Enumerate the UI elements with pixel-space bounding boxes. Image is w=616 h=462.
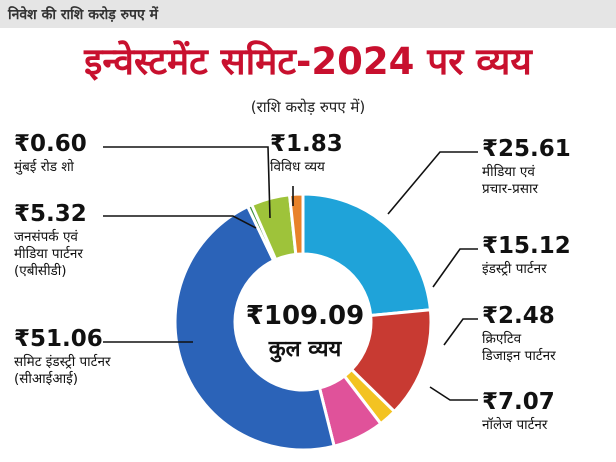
label-cii: ₹51.06 समिट इंडस्ट्री पार्टनर (सीआईआई) xyxy=(14,325,110,388)
label-misc: ₹1.83 विविध व्यय xyxy=(270,130,343,176)
label-cii-desc-2: (सीआईआई) xyxy=(14,371,79,387)
label-media-desc-1: मीडिया एवं xyxy=(482,164,535,180)
label-misc-value: ₹1.83 xyxy=(270,131,343,157)
label-pr-media-desc-3: (एबीसीडी) xyxy=(14,263,67,279)
label-media-desc-2: प्रचार-प्रसार xyxy=(482,181,538,197)
leader-knowledge xyxy=(429,386,478,401)
label-cii-value: ₹51.06 xyxy=(14,326,103,352)
label-creative-desc-2: डिजाइन पार्टनर xyxy=(482,348,556,364)
label-industry: ₹15.12 इंडस्ट्री पार्टनर xyxy=(482,232,571,278)
label-creative-desc-1: क्रिएटिव xyxy=(482,331,522,347)
leader-media xyxy=(387,151,478,215)
total-label: कुल व्यय xyxy=(268,337,342,362)
label-media-value: ₹25.61 xyxy=(482,136,571,162)
label-creative: ₹2.48 क्रिएटिव डिजाइन पार्टनर xyxy=(482,302,556,365)
leader-creative xyxy=(443,318,478,346)
leader-pr-media xyxy=(103,215,257,229)
label-pr-media: ₹5.32 जनसंपर्क एवं मीडिया पार्टनर (एबीसी… xyxy=(14,200,87,280)
label-knowledge-desc: नॉलेज पार्टनर xyxy=(482,417,548,433)
label-industry-desc: इंडस्ट्री पार्टनर xyxy=(482,261,547,277)
label-creative-value: ₹2.48 xyxy=(482,303,555,329)
chart-subtitle: (राशि करोड़ रुपए में) xyxy=(250,98,366,116)
donut-slice-0 xyxy=(301,192,433,318)
label-pr-media-value: ₹5.32 xyxy=(14,201,87,227)
top-banner: निवेश की राशि करोड़ रुपए में xyxy=(0,0,616,28)
leader-industry xyxy=(432,248,478,288)
label-road-show: ₹0.60 मुंबई रोड शो xyxy=(14,130,87,176)
label-misc-desc: विविध व्यय xyxy=(270,159,325,175)
chart-title: इन्वेस्टमेंट समिट-2024 पर व्यय xyxy=(84,40,532,83)
label-industry-value: ₹15.12 xyxy=(482,233,571,259)
label-road-show-desc: मुंबई रोड शो xyxy=(14,159,74,175)
leader-road-show xyxy=(103,146,271,219)
label-knowledge-value: ₹7.07 xyxy=(482,389,555,415)
donut-slice-7 xyxy=(287,192,305,257)
top-banner-text: निवेश की राशि करोड़ रुपए में xyxy=(8,7,158,23)
label-media: ₹25.61 मीडिया एवं प्रचार-प्रसार xyxy=(482,135,571,198)
label-pr-media-desc-1: जनसंपर्क एवं xyxy=(14,229,78,245)
donut-slice-4 xyxy=(173,204,336,452)
label-pr-media-desc-2: मीडिया पार्टनर xyxy=(14,246,83,262)
label-knowledge: ₹7.07 नॉलेज पार्टनर xyxy=(482,388,555,434)
total-value: ₹109.09 xyxy=(245,301,365,331)
label-road-show-value: ₹0.60 xyxy=(14,131,87,157)
label-cii-desc-1: समिट इंडस्ट्री पार्टनर xyxy=(14,354,111,370)
